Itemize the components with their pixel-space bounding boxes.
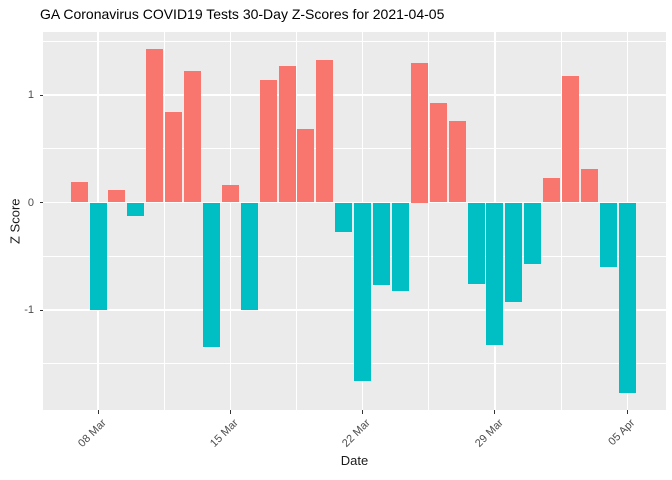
bar-2021-03-15 xyxy=(221,185,239,203)
bar-2021-03-21 xyxy=(335,202,353,232)
bar-2021-03-27 xyxy=(448,120,466,203)
y-minor-gridline xyxy=(43,40,666,42)
bar-2021-03-28 xyxy=(467,202,485,285)
bar-2021-03-14 xyxy=(202,202,220,347)
bar-2021-03-30 xyxy=(505,202,523,303)
bar-2021-03-31 xyxy=(524,202,542,264)
y-tick-mark xyxy=(39,309,43,311)
bar-2021-03-16 xyxy=(240,202,258,310)
x-tick-label: 08 Mar xyxy=(75,417,109,450)
bar-2021-04-03 xyxy=(580,169,598,203)
bar-2021-04-01 xyxy=(543,177,561,203)
bar-2021-03-29 xyxy=(486,202,504,346)
x-major-gridline xyxy=(229,32,231,410)
y-tick-label: -1 xyxy=(24,304,34,316)
plot-panel xyxy=(43,32,666,410)
bar-2021-03-12 xyxy=(165,112,183,203)
x-axis-title: Date xyxy=(340,453,369,468)
y-tick-label: 1 xyxy=(27,89,34,101)
y-tick-mark xyxy=(39,202,43,203)
bar-2021-03-09 xyxy=(108,189,126,203)
x-tick-label: 05 Apr xyxy=(606,417,638,448)
x-minor-gridline xyxy=(428,32,430,410)
bar-2021-04-04 xyxy=(599,202,617,267)
y-minor-gridline xyxy=(43,148,666,150)
bar-2021-03-11 xyxy=(146,48,164,203)
x-tick-label: 15 Mar xyxy=(208,417,241,450)
bar-2021-03-22 xyxy=(354,202,372,381)
x-minor-gridline xyxy=(163,32,165,410)
bar-2021-03-20 xyxy=(316,59,334,203)
x-minor-gridline xyxy=(560,32,562,410)
bar-2021-03-17 xyxy=(259,79,277,203)
bar-2021-03-25 xyxy=(410,62,428,203)
bar-2021-03-13 xyxy=(184,71,201,203)
x-tick-mark xyxy=(494,410,496,414)
bar-2021-03-08 xyxy=(89,202,107,310)
x-tick-mark xyxy=(229,410,231,414)
x-tick-mark xyxy=(97,410,99,414)
bar-2021-03-19 xyxy=(297,129,315,203)
bar-2021-03-07 xyxy=(70,182,88,203)
x-tick-mark xyxy=(626,410,628,414)
bar-2021-03-18 xyxy=(278,65,296,203)
bar-2021-04-02 xyxy=(562,75,579,203)
bar-2021-03-10 xyxy=(127,202,145,217)
y-tick-mark xyxy=(39,94,43,96)
x-minor-gridline xyxy=(296,32,297,410)
y-major-gridline xyxy=(43,94,666,96)
bar-2021-03-23 xyxy=(373,202,390,286)
bar-2021-03-24 xyxy=(391,202,409,291)
x-tick-label: 29 Mar xyxy=(472,417,506,450)
bar-2021-04-05 xyxy=(618,202,636,393)
x-tick-mark xyxy=(362,410,364,414)
x-tick-label: 22 Mar xyxy=(340,417,374,450)
y-tick-label: 0 xyxy=(27,196,34,209)
y-major-gridline xyxy=(43,201,666,204)
chart-title: GA Coronavirus COVID19 Tests 30-Day Z-Sc… xyxy=(40,6,445,22)
bar-2021-03-26 xyxy=(429,102,447,203)
